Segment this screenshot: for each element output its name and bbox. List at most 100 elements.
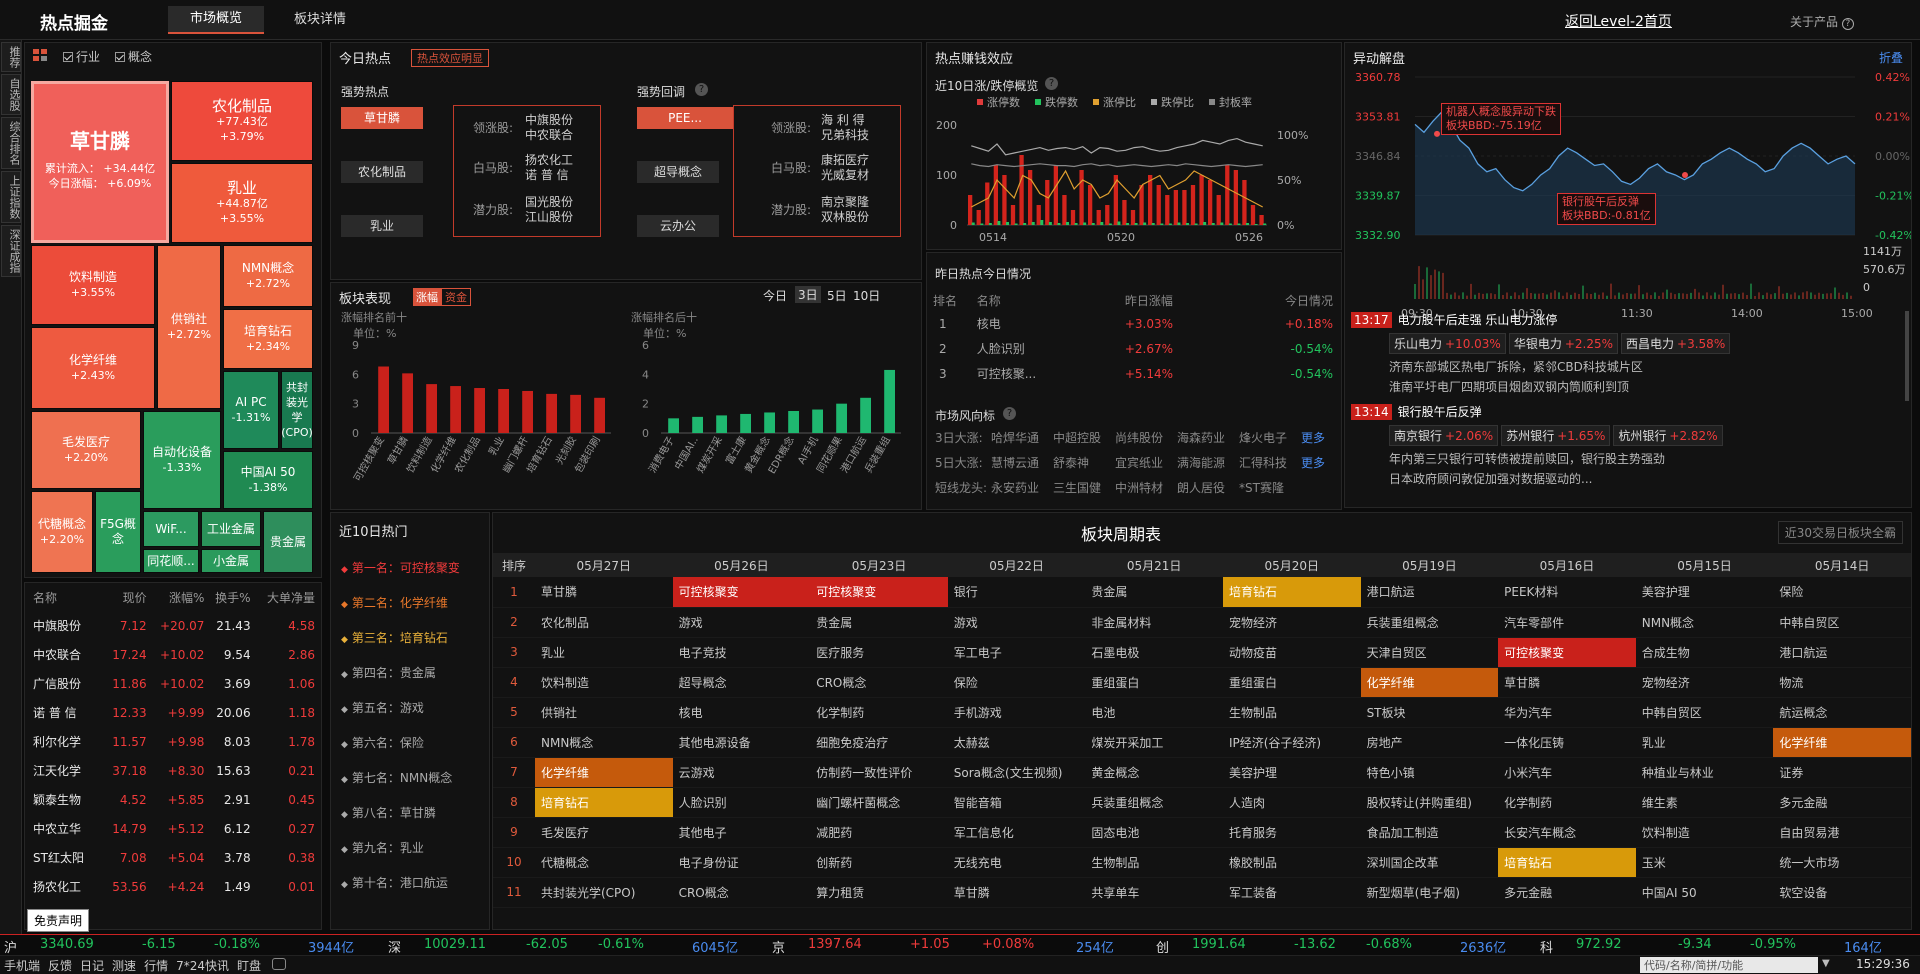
nav-watchlist[interactable]: 自选股 [1,74,21,115]
cycle-cell[interactable]: 多元金融 [1773,787,1911,818]
hot-rank-item[interactable]: ◆ 第一名：可控核聚变 [341,561,460,575]
col-header[interactable]: 涨幅% [169,590,205,605]
role-stocks[interactable]: 海 利 得兄弟科技 [821,113,870,142]
hot-rank-item[interactable]: ◆ 第五名：游戏 [341,701,424,715]
treemap-tile[interactable]: 共封装光学(CPO) [281,371,313,449]
callout-robot[interactable]: 机器人概念股异动下跌 板块BBD:-75.19亿 [1441,103,1561,135]
fold-button[interactable]: 折叠 [1878,51,1903,65]
cycle-cell[interactable]: 游戏 [672,607,811,638]
more-link[interactable]: 更多 [1301,431,1326,445]
news-item[interactable]: 13:17 电力股午后走强 乐山电力涨停 乐山电力 +10.03% 华银电力 +2.25%… [1351,311,1899,397]
wind-stock-link[interactable]: 朗人居役 [1177,481,1226,495]
cycle-cell[interactable]: 华为汽车 [1498,697,1636,728]
cycle-cell[interactable]: 种植业与林业 [1635,757,1774,788]
stock-tag[interactable]: 华银电力 +2.25% [1508,333,1619,354]
index-name[interactable]: 科 [1540,941,1554,956]
treemap-tile[interactable]: 自动化设备 -1.33% [143,411,221,509]
footer-link[interactable]: 行情 [144,959,169,973]
cycle-cell[interactable]: 港口航运 [1773,637,1911,668]
treemap-tile[interactable]: 饮料制造 +3.55% [31,245,155,325]
treemap-tile[interactable]: F5G概念 [95,491,141,573]
hot-item-button[interactable]: 农化制品 [341,161,423,183]
col-header[interactable]: 05月14日 [1773,553,1911,577]
footer-link[interactable]: 7*24快讯 [176,959,229,973]
table-row[interactable]: 中农联合 17.24 +10.02 9.54 2.86 [25,640,321,669]
tab-fund[interactable]: 资金 [441,288,471,306]
stock-tag[interactable]: 杭州银行 +2.82% [1613,425,1723,446]
col-header[interactable]: 大单净量 [266,590,315,605]
role-stocks[interactable]: 康拓医疗 光威复材 [821,153,870,182]
role-stocks[interactable]: 国光股份 江山股份 [525,195,574,224]
cycle-cell[interactable]: 太赫兹 [947,727,1086,758]
grid-icon[interactable] [33,49,47,61]
cycle-cell[interactable]: 培育钻石 [1222,577,1361,608]
treemap-tile[interactable]: 农化制品 +77.43亿 +3.79% [171,81,313,161]
period-5d[interactable]: 5日 [827,289,847,303]
wind-stock-link[interactable]: 尚纬股份 [1115,431,1164,445]
cycle-cell[interactable]: 电子竞技 [672,637,811,668]
cycle-cell[interactable]: 美容护理 [1635,577,1774,608]
cycle-cell[interactable]: 兵装重组概念 [1360,607,1499,638]
wind-stock-link[interactable]: 中洲特材 [1115,481,1164,495]
hot-rank-item[interactable]: ◆ 第九名：乳业 [341,841,424,855]
cycle-cell[interactable]: 兵装重组概念 [1085,787,1223,818]
cycle-cell[interactable]: IP经济(谷子经济) [1222,727,1361,758]
cycle-cell[interactable]: 毛发医疗 [535,817,673,848]
nav-sz-index[interactable]: 深证成指 [1,225,21,277]
thirty-day-button[interactable]: 近30交易日板块全霸 [1777,521,1903,544]
table-row[interactable]: 3 可控核聚... +5.14% -0.54% [933,361,1333,386]
cycle-cell[interactable]: 人脸识别 [672,787,811,818]
about-product-link[interactable]: 关于产品 ? [1790,13,1854,30]
cycle-cell[interactable]: 游戏 [947,607,1086,638]
hot-rank-item[interactable]: ◆ 第七名：NMN概念 [341,771,453,785]
table-row[interactable]: 扬农化工 53.56 +4.24 1.49 0.01 [25,872,321,901]
cycle-cell[interactable]: 军工电子 [947,637,1086,668]
treemap-tile[interactable]: 乳业 +44.87亿 +3.55% [171,163,313,243]
cycle-cell[interactable]: 细胞免疫治疗 [810,727,948,758]
role-stocks[interactable]: 中旗股份 中农联合 [525,113,574,142]
filter-concept[interactable]: 概念 [115,48,152,65]
wind-stock-link[interactable]: 烽火电子 [1239,431,1288,445]
cycle-cell[interactable]: 生物制品 [1085,847,1223,878]
cycle-cell[interactable]: 宠物经济 [1635,667,1774,698]
cycle-cell[interactable]: 房地产 [1360,727,1499,758]
cycle-cell[interactable]: 智能音箱 [947,787,1086,818]
cycle-cell[interactable]: 化学纤维 [1773,727,1911,758]
cycle-cell[interactable]: 一体化压铸 [1498,727,1636,758]
cycle-cell[interactable]: 化学纤维 [535,757,673,788]
col-header[interactable]: 05月16日 [1498,553,1636,577]
treemap-tile[interactable]: WiF... [143,511,199,547]
cycle-cell[interactable]: 长安汽车概念 [1498,817,1636,848]
cycle-cell[interactable]: NMN概念 [1635,607,1774,638]
cycle-cell[interactable]: 算力租赁 [810,877,948,908]
cycle-cell[interactable]: 化学制药 [810,697,948,728]
stock-tag[interactable]: 南京银行 +2.06% [1389,425,1499,446]
hot-rank-item[interactable]: ◆ 第十名：港口航运 [341,876,448,890]
cycle-cell[interactable]: 石墨电极 [1085,637,1223,668]
disclaimer-button[interactable]: 免责声明 [27,909,90,932]
cycle-cell[interactable]: 乳业 [535,637,673,668]
cycle-cell[interactable]: 生物制品 [1222,697,1361,728]
cycle-cell[interactable]: 其他电子 [672,817,811,848]
cycle-cell[interactable]: 食品加工制造 [1360,817,1499,848]
cycle-cell[interactable]: 煤炭开采加工 [1085,727,1223,758]
treemap-tile[interactable]: 贵金属 [263,511,313,573]
cycle-cell[interactable]: 可控核聚变 [810,577,948,608]
col-header[interactable]: 05月15日 [1635,553,1774,577]
cycle-cell[interactable]: 深圳国企改革 [1360,847,1499,878]
wind-stock-link[interactable]: 宜宾纸业 [1115,456,1164,470]
table-row[interactable]: 2 人脸识别 +2.67% -0.54% [933,336,1333,361]
footer-link[interactable]: 盯盘 [236,959,261,973]
cycle-cell[interactable]: 特色小镇 [1360,757,1499,788]
footer-link[interactable]: 测速 [112,959,137,973]
cycle-cell[interactable]: 新型烟草(电子烟) [1360,877,1499,908]
cycle-cell[interactable]: 人造肉 [1222,787,1361,818]
table-row[interactable]: 1 核电 +3.03% +0.18% [933,311,1333,336]
cycle-cell[interactable]: 宠物经济 [1222,607,1361,638]
col-header[interactable]: 05月27日 [535,553,673,577]
cycle-cell[interactable]: 军工信息化 [947,817,1086,848]
cycle-cell[interactable]: 超导概念 [672,667,811,698]
wind-stock-link[interactable]: *ST赛隆 [1239,481,1284,495]
wind-stock-link[interactable]: 三生国健 [1053,481,1102,495]
cycle-cell[interactable]: 自由贸易港 [1773,817,1911,848]
